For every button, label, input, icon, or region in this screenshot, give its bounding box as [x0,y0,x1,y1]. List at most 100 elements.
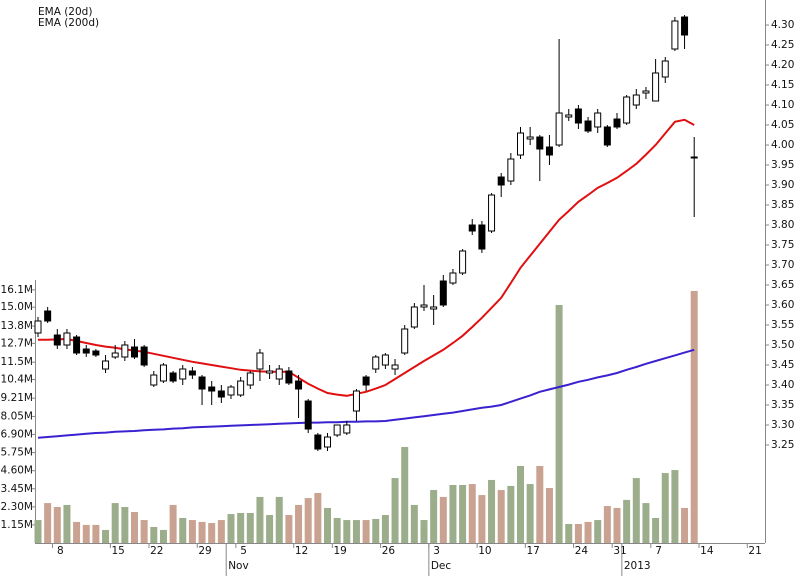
y-tick-label: 3.35 [771,399,794,411]
volume-bar [102,529,110,543]
x-tick-label: 14 [700,545,714,557]
candle-body [652,72,660,102]
volume-bar [198,521,206,543]
volume-tick-label: 13.8M [1,320,33,332]
candle-body [391,364,399,370]
candle-body [246,372,254,386]
candle-body [439,280,447,306]
volume-tick-label: 12.7M [1,337,33,349]
volume-bar [690,290,698,543]
candle-body [121,344,129,358]
candle-body [53,334,61,346]
volume-bar [410,504,418,543]
candle-body [131,346,138,358]
volume-bar [507,485,515,543]
x-tick-label: 10 [478,545,491,557]
volume-bar [584,521,592,543]
candle-body [690,156,698,159]
x-tick-label: 5 [240,545,247,557]
volume-bar [111,503,119,543]
candle-body [488,194,496,232]
candle-body [661,60,669,78]
legend-label: EMA (20d) [38,6,92,18]
candle-body [217,390,225,398]
volume-bar [131,512,138,543]
volume-bar [681,507,689,543]
volume-bar [140,520,148,543]
volume-bar [324,507,331,543]
volume-bar [256,496,264,543]
volume-bar [227,514,235,543]
y-tick-label: 3.55 [771,319,794,331]
volume-tick-label: 16.1M [1,284,33,296]
candle-body [362,376,370,386]
volume-bar [169,504,177,543]
candle-body [179,368,187,380]
volume-bar [53,506,61,543]
candle-body [401,328,409,354]
x-tick-label: 24 [575,545,589,557]
x-tick-label: 15 [112,545,125,557]
volume-bar [121,506,129,543]
y-tick-label: 3.60 [771,299,794,311]
candle-body [381,354,389,366]
volume-bar [642,503,650,543]
volume-bar [671,470,679,543]
volume-bar [82,524,90,543]
candle-body [140,346,148,366]
volume-bar [217,520,225,543]
ema-line [37,348,695,439]
candle-body [324,436,331,448]
candle-body [73,336,81,354]
y-tick-label: 3.95 [771,159,794,171]
candle-body [82,348,90,354]
legend-label: EMA (200d) [38,17,99,29]
volume-bar [159,529,167,543]
candle-body [430,306,438,310]
volume-tick-label: 11.5M [1,356,33,368]
candle-body [256,352,264,370]
volume-bar [44,503,52,543]
month-label: Nov [228,560,249,572]
volume-bar [594,520,602,543]
candle-body [526,136,534,140]
x-tick-label: 8 [57,545,64,557]
candle-body [623,96,631,124]
candle-body [34,320,42,334]
candle-body [497,176,505,186]
candle-body [188,370,196,376]
candle-body [613,118,621,128]
x-tick-label: 17 [526,545,539,557]
volume-bar [613,507,621,543]
y-tick-label: 4.20 [771,59,794,71]
candle-body [150,374,158,386]
candle-body [372,356,380,370]
volume-tick-label: 4.60M [1,465,33,477]
candle-body [574,108,582,124]
y-tick-label: 4.00 [771,139,794,151]
volume-tick-label: 1.15M [1,519,33,531]
candle-body [410,306,418,328]
volume-bar [555,304,563,543]
candle-body [565,114,573,118]
candle-body [208,386,216,392]
volume-bar [478,495,486,543]
volume-bar [150,526,158,543]
volume-bar [661,473,669,543]
volume-bar [430,490,438,543]
volume-bar [63,504,71,543]
volume-bar [352,520,360,543]
y-tick-label: 3.25 [771,439,794,451]
candle-body [304,400,312,430]
y-tick-label: 3.70 [771,259,794,271]
candle-body [449,272,457,284]
volume-bar [574,523,582,543]
volume-bar [526,484,534,543]
month-label: Dec [431,560,452,572]
candle-body [343,424,351,434]
candle-body [594,112,602,128]
candle-body [671,20,679,50]
volume-bar [92,524,100,543]
